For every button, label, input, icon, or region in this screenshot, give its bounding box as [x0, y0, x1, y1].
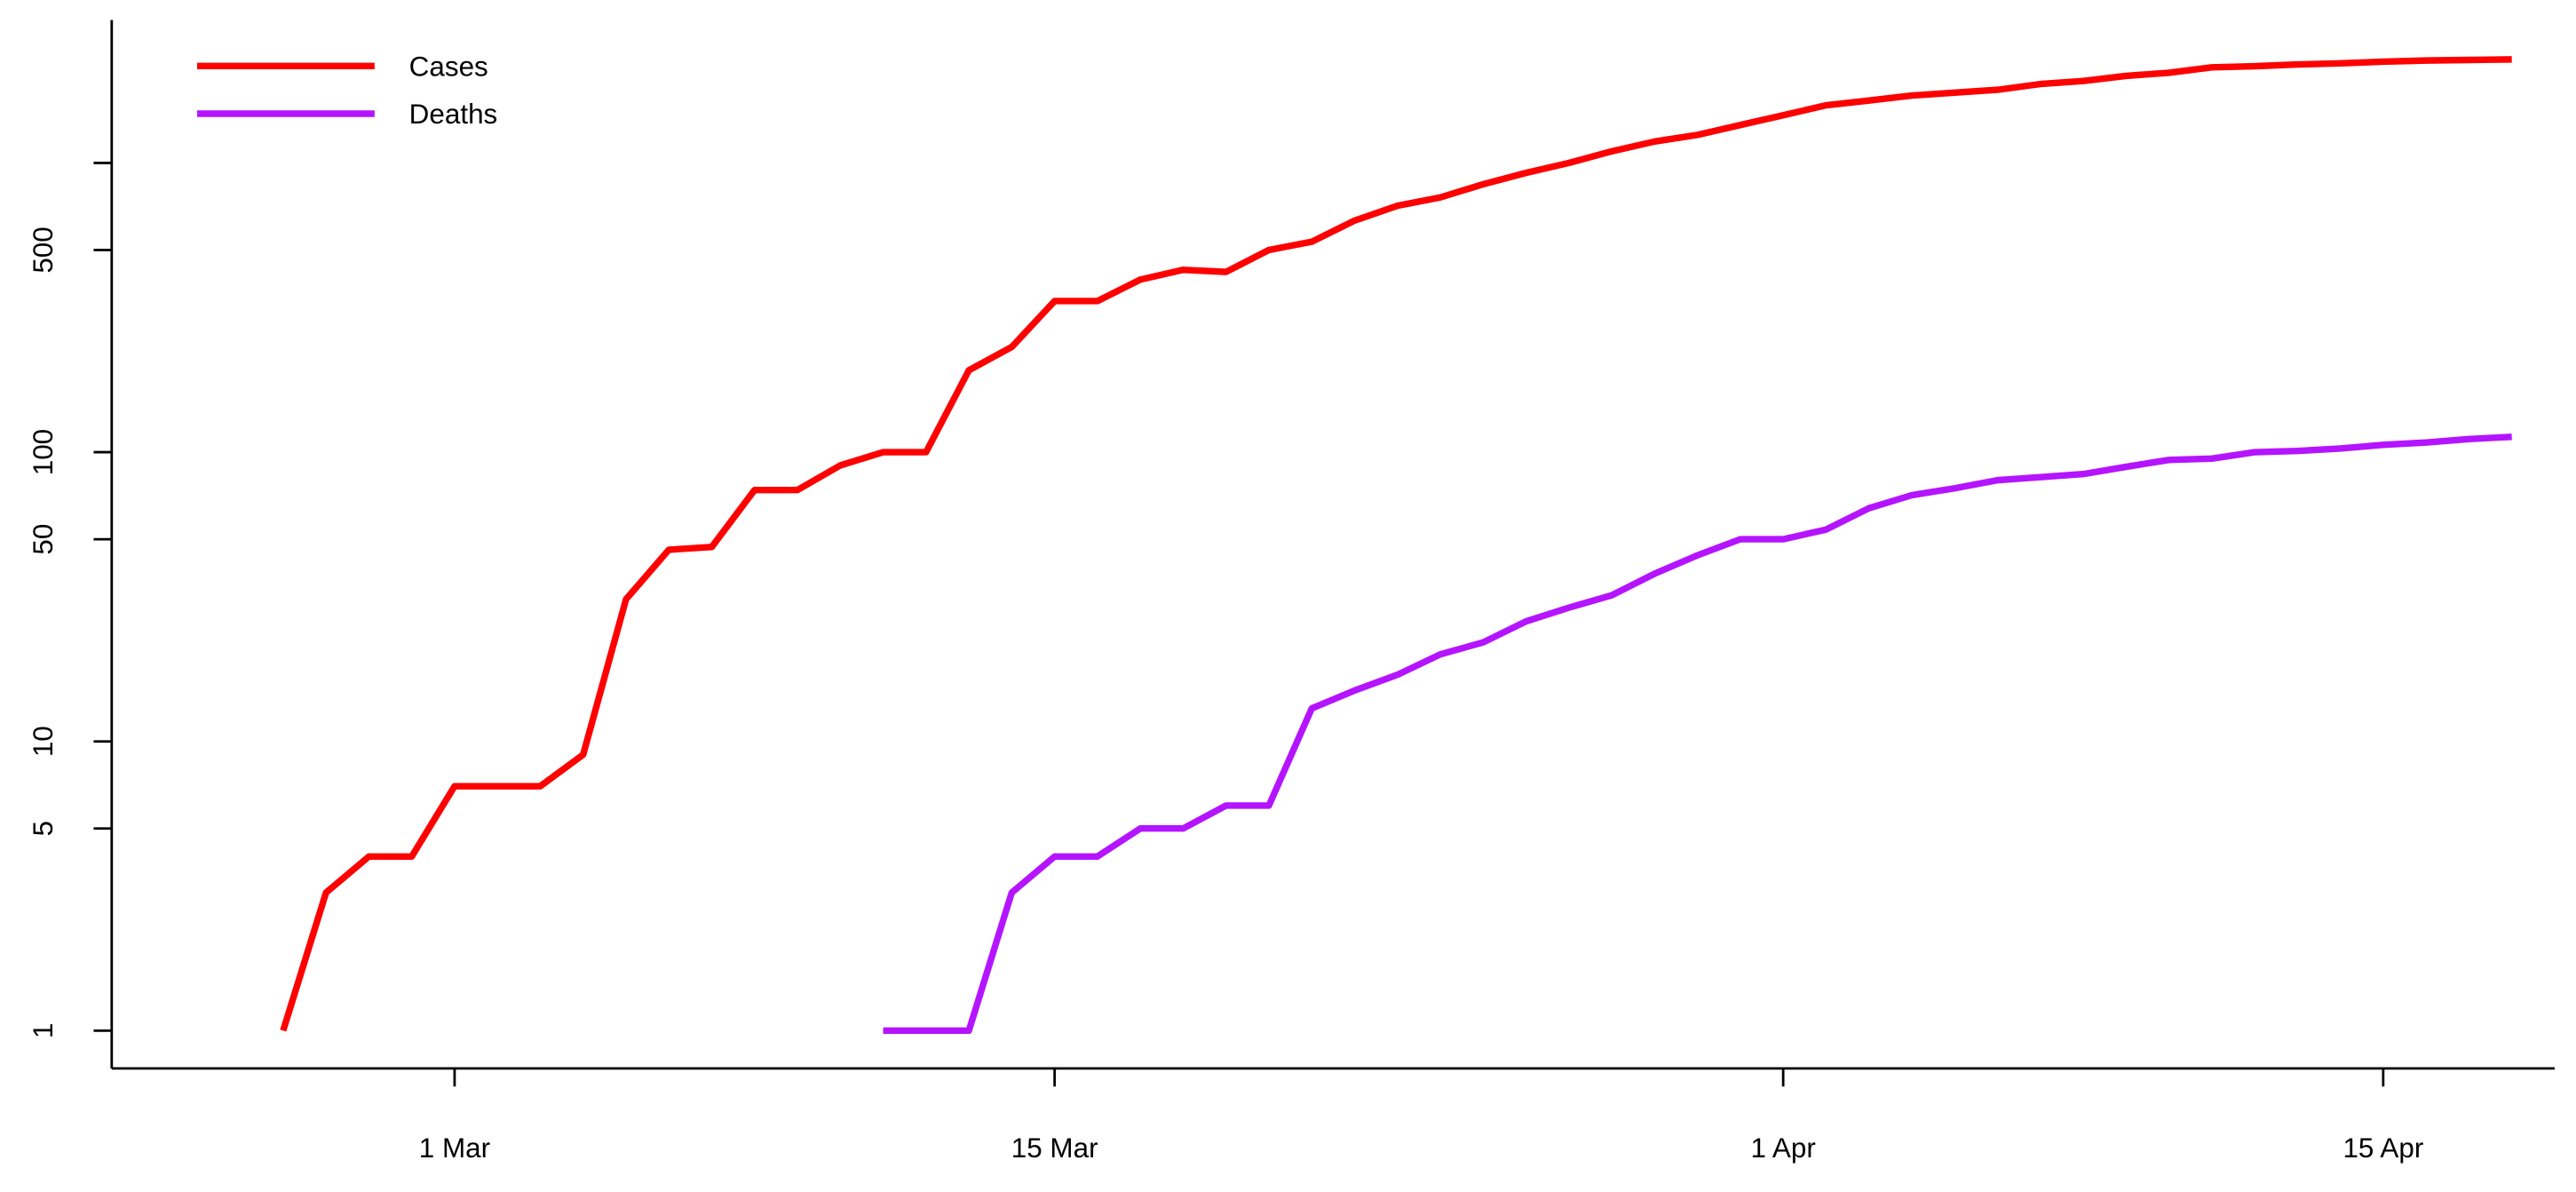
- y-tick-label: 100: [28, 429, 59, 475]
- x-tick-label: 1 Apr: [1750, 1132, 1815, 1164]
- data-line: [280, 56, 2512, 1032]
- legend-label: Deaths: [409, 99, 498, 130]
- x-tick-label: 1 Mar: [419, 1132, 490, 1164]
- y-tick-label: 5: [28, 821, 59, 836]
- y-tick-label: 500: [28, 226, 59, 273]
- data-line: [883, 433, 2512, 1035]
- y-tick-label: 1: [28, 1023, 59, 1038]
- x-tick-label: 15 Apr: [2342, 1132, 2423, 1164]
- y-tick-label: 10: [28, 726, 59, 757]
- y-tick-label: 50: [28, 524, 59, 555]
- legend-label: Cases: [409, 51, 488, 82]
- x-tick-label: 15 Mar: [1011, 1132, 1098, 1164]
